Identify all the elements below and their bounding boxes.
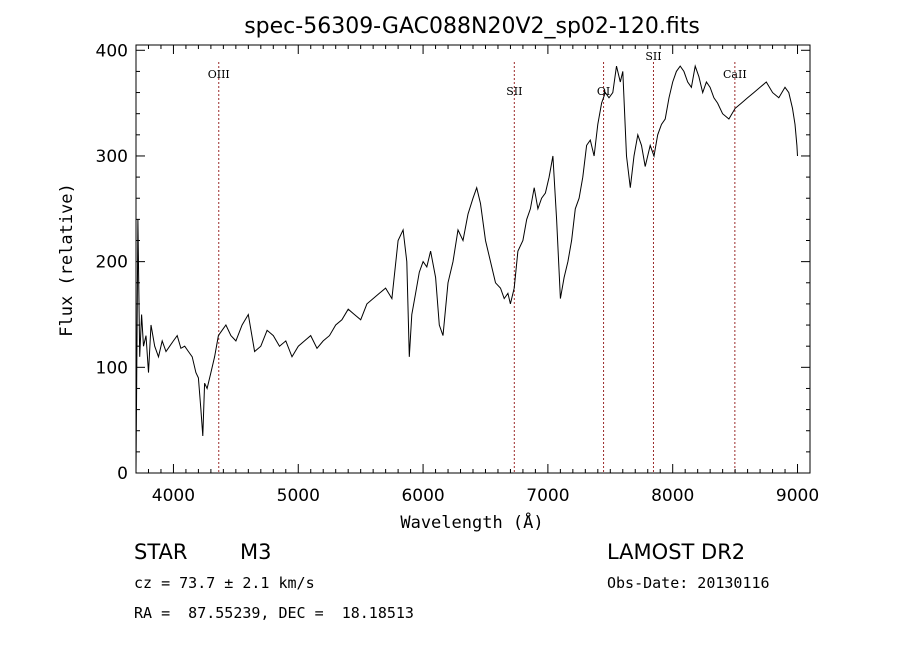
chart-title: spec-56309-GAC088N20V2_sp02-120.fits — [244, 14, 700, 39]
x-tick-label-6000: 6000 — [401, 486, 444, 506]
line-marker-label-0: OIII — [208, 68, 230, 81]
x-tick-label-7000: 7000 — [526, 486, 569, 506]
survey-name: LAMOST DR2 — [607, 540, 746, 564]
x-tick-label-4000: 4000 — [152, 486, 195, 506]
y-tick-label-300: 300 — [96, 147, 128, 167]
x-tick-label-5000: 5000 — [277, 486, 320, 506]
object-subclass: M3 — [240, 540, 272, 564]
y-tick-label-0: 0 — [117, 464, 128, 484]
line-marker-label-4: CaII — [723, 68, 747, 81]
x-tick-label-8000: 8000 — [651, 486, 694, 506]
x-axis-label: Wavelength (Å) — [400, 511, 543, 533]
y-axis-ticks: 0 100 200 300 400 — [96, 41, 810, 484]
plot-frame — [135, 44, 811, 474]
coordinates: RA = 87.55239, DEC = 18.18513 — [134, 604, 414, 622]
x-axis-ticks: 4000 5000 6000 7000 8000 9000 — [135, 45, 819, 506]
redshift-cz: cz = 73.7 ± 2.1 km/s — [134, 574, 315, 592]
y-tick-label-400: 400 — [96, 41, 128, 61]
y-tick-label-200: 200 — [96, 253, 128, 273]
line-marker-label-1: SII — [506, 85, 522, 98]
observation-date: Obs-Date: 20130116 — [607, 574, 770, 592]
line-marker-label-3: SII — [645, 50, 661, 63]
x-tick-label-9000: 9000 — [776, 486, 819, 506]
y-axis-label: Flux (relative) — [57, 183, 77, 337]
object-class: STAR — [134, 540, 188, 564]
spectrum-series-line — [135, 64, 798, 474]
y-tick-label-100: 100 — [96, 358, 128, 378]
